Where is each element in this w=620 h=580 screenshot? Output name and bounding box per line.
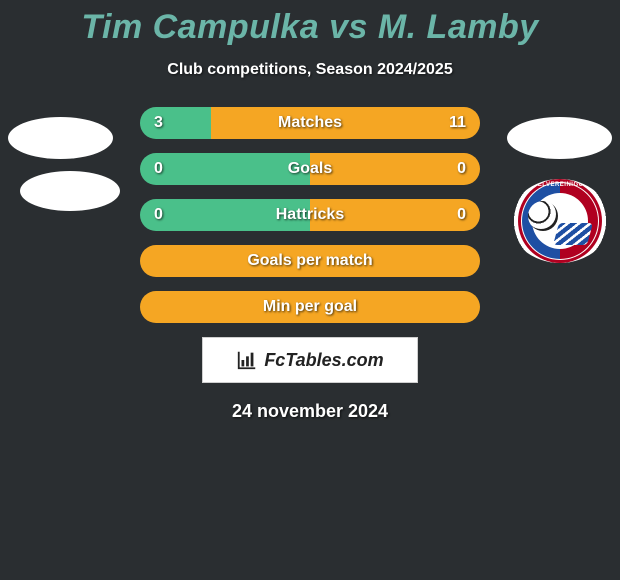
unterhaching-badge: SPIELVEREINIGUNG (518, 179, 602, 263)
chart-icon (236, 349, 258, 371)
stat-label: Goals (288, 160, 332, 178)
stat-label: Min per goal (263, 298, 357, 316)
stat-row: 3 11 Matches (140, 107, 480, 139)
stat-label: Hattricks (276, 206, 344, 224)
player1-club-badge (20, 171, 120, 211)
player2-avatar (507, 117, 612, 159)
comparison-title: Tim Campulka vs M. Lamby (0, 0, 620, 47)
date-text: 24 november 2024 (0, 401, 620, 422)
brand-box: FcTables.com (202, 337, 418, 383)
stat-left-value: 3 (154, 114, 163, 132)
stat-left-value: 0 (154, 160, 163, 178)
stat-label: Matches (278, 114, 342, 132)
brand-text: FcTables.com (264, 350, 383, 371)
comparison-subtitle: Club competitions, Season 2024/2025 (0, 61, 620, 79)
stat-row: Goals per match (140, 245, 480, 277)
stat-label: Goals per match (247, 252, 372, 270)
stat-row: Min per goal (140, 291, 480, 323)
stat-right-value: 0 (457, 160, 466, 178)
player2-club-badge: SPIELVEREINIGUNG (510, 179, 610, 263)
stat-right-value: 0 (457, 206, 466, 224)
stat-row: 0 0 Hattricks (140, 199, 480, 231)
player1-avatar (8, 117, 113, 159)
stat-row: 0 0 Goals (140, 153, 480, 185)
stat-left-value: 0 (154, 206, 163, 224)
stat-right-value: 11 (449, 114, 466, 132)
